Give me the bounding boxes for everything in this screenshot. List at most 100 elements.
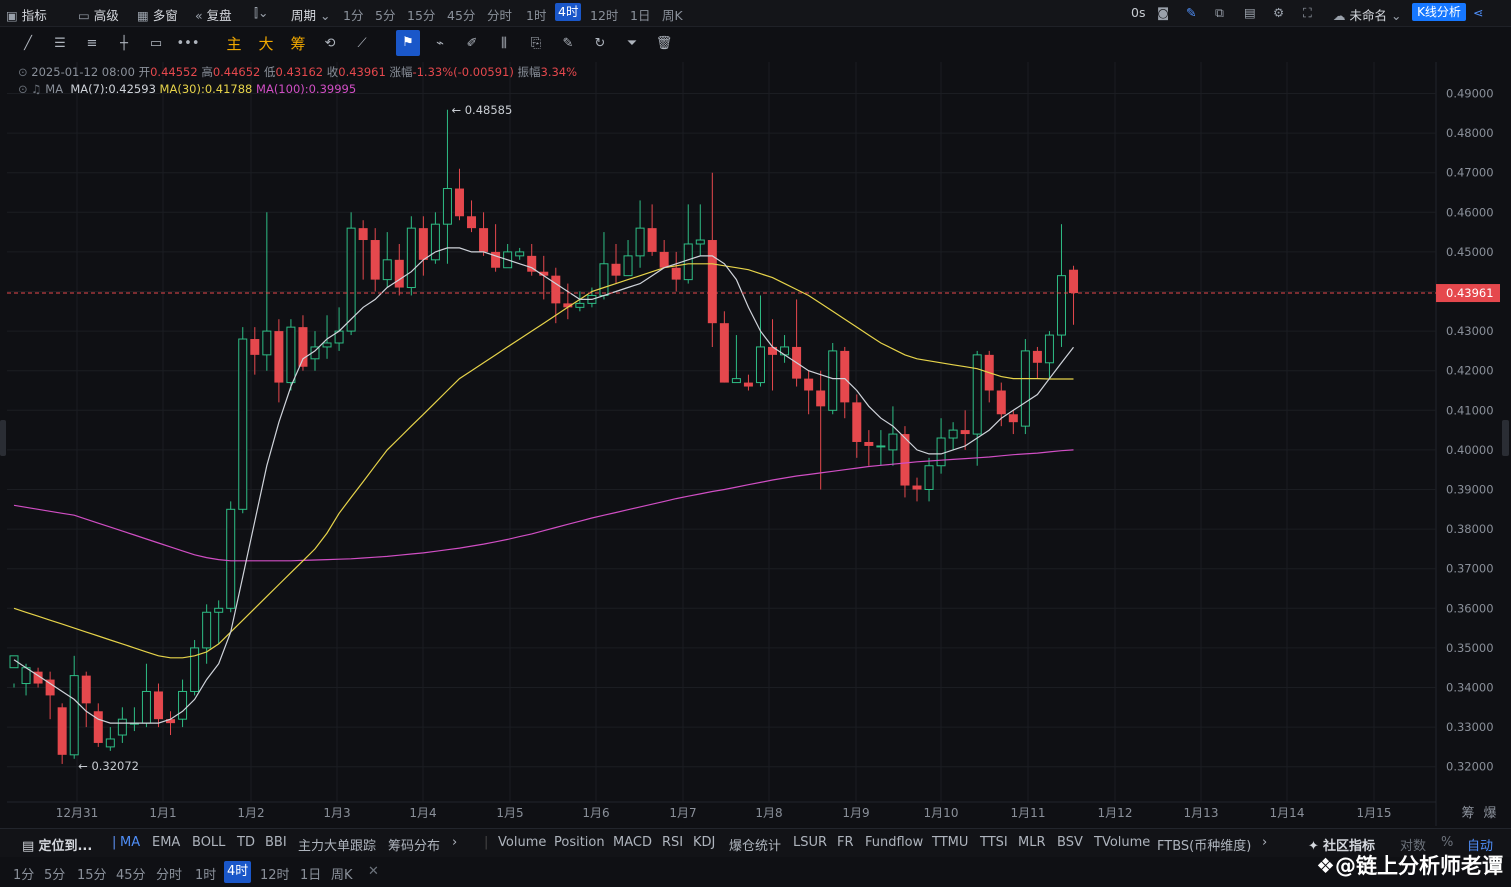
bottom-timeframe-1d[interactable]: 1日 bbox=[300, 868, 322, 883]
locate-button[interactable]: ▤ 定位到... bbox=[22, 839, 93, 854]
multi-window-button[interactable]: ▦ 多窗 bbox=[137, 5, 178, 24]
template-icon[interactable]: ▤ bbox=[1244, 5, 1256, 20]
indicator-main-force[interactable]: 主力大单跟踪 bbox=[298, 839, 377, 854]
chevron-right-icon[interactable]: › bbox=[452, 835, 458, 850]
indicator-ttmu[interactable]: TTMU bbox=[932, 835, 969, 850]
refresh-icon[interactable]: ↻ bbox=[594, 36, 606, 51]
chart-type-button[interactable]: ⫿⌄ bbox=[254, 5, 268, 21]
log-scale-toggle[interactable]: 对数 bbox=[1400, 839, 1427, 854]
bottom-timeframe-1m[interactable]: 1分 bbox=[13, 868, 35, 883]
chip-tool[interactable]: 筹 bbox=[290, 35, 306, 53]
bottom-timeframe-45m[interactable]: 45分 bbox=[116, 868, 146, 883]
kline-analysis-button[interactable]: K线分析 bbox=[1412, 3, 1466, 21]
popout-icon[interactable]: ⧉ bbox=[1215, 5, 1224, 20]
indicator-ma[interactable]: MA bbox=[120, 835, 141, 850]
candle-body-down bbox=[33, 671, 43, 684]
indicator-chip[interactable]: 筹码分布 bbox=[388, 839, 441, 854]
measure-icon[interactable]: ⟋ bbox=[357, 36, 367, 51]
timeframe-5m[interactable]: 5分 bbox=[375, 8, 396, 23]
gear-icon[interactable]: ⚙ bbox=[1273, 5, 1285, 20]
note-icon[interactable]: ✎ bbox=[562, 36, 574, 51]
chevron-right-icon[interactable]: › bbox=[1262, 835, 1268, 850]
community-indicators-button[interactable]: ✦ 社区指标 bbox=[1308, 839, 1376, 854]
close-icon[interactable]: ✕ bbox=[368, 864, 379, 879]
settings-icon[interactable]: | bbox=[112, 835, 117, 850]
indicator-fundflow[interactable]: Fundflow bbox=[865, 835, 924, 850]
bookmark-icon[interactable]: ⚑ bbox=[396, 30, 420, 56]
candle-body-down bbox=[1008, 414, 1018, 423]
horizontal-line-icon[interactable]: ┼ bbox=[120, 36, 128, 51]
candles-icon[interactable]: ⫼ bbox=[501, 36, 507, 51]
layout-name-button[interactable]: ☁ 未命名 ⌄ bbox=[1333, 5, 1401, 24]
close-label: 收 bbox=[326, 65, 339, 79]
parallel-lines-icon[interactable]: ☰ bbox=[54, 36, 66, 51]
indicator-rsi[interactable]: RSI bbox=[662, 835, 684, 850]
candle-body-down bbox=[864, 441, 874, 446]
puzzle-icon: ✦ bbox=[1308, 839, 1319, 854]
indicator-fr[interactable]: FR bbox=[837, 835, 854, 850]
indicator-ttsi[interactable]: TTSI bbox=[980, 835, 1008, 850]
indicator-kdj[interactable]: KDJ bbox=[693, 835, 716, 850]
trendline-icon[interactable]: ╱ bbox=[24, 36, 32, 51]
main-force-tool[interactable]: 主 bbox=[226, 35, 242, 53]
grid bbox=[7, 62, 1437, 826]
timeframe-4h[interactable]: 4时 bbox=[555, 3, 582, 21]
rectangle-icon[interactable]: ▭ bbox=[149, 36, 163, 51]
bell-icon[interactable]: ♫ bbox=[31, 82, 42, 96]
right-drag-handle bbox=[1502, 420, 1509, 456]
candle-body-down bbox=[298, 327, 308, 367]
timeframe-1m[interactable]: 1分 bbox=[343, 8, 364, 23]
magnet-icon[interactable]: ⟲ bbox=[324, 36, 336, 51]
replay-button[interactable]: « 复盘 bbox=[195, 5, 232, 24]
indicator-boll[interactable]: BOLL bbox=[192, 835, 226, 850]
period-button[interactable]: 周期 ⌄ bbox=[291, 5, 330, 24]
indicator-macd[interactable]: MACD bbox=[613, 835, 652, 850]
more-tools-icon[interactable]: ••• bbox=[176, 36, 200, 51]
visibility-icon[interactable]: ⊙ bbox=[18, 82, 28, 96]
timeframe-week[interactable]: 周K bbox=[662, 8, 683, 23]
brush-icon[interactable]: ✐ bbox=[466, 36, 478, 51]
candle-body-up bbox=[190, 647, 200, 692]
settings-icon[interactable]: ⊙ bbox=[18, 65, 28, 79]
timeframe-45m[interactable]: 45分 bbox=[447, 8, 476, 23]
indicator-bsv[interactable]: BSV bbox=[1057, 835, 1083, 850]
trash-icon[interactable]: 🗑 bbox=[655, 36, 673, 51]
channel-icon[interactable]: ≡ bbox=[86, 36, 98, 51]
bottom-timeframe-timeshare[interactable]: 分时 bbox=[156, 868, 183, 883]
indicator-lsur[interactable]: LSUR bbox=[793, 835, 828, 850]
auto-scale-toggle[interactable]: 自动 bbox=[1467, 839, 1494, 854]
fullscreen-icon[interactable]: ⛶ bbox=[1303, 5, 1312, 20]
pencil-icon[interactable]: ✎ bbox=[1186, 5, 1197, 20]
bottom-timeframe-week[interactable]: 周K bbox=[331, 868, 353, 883]
ma-lines bbox=[13, 247, 1074, 724]
filter-icon[interactable]: ⏷ bbox=[626, 36, 638, 51]
indicator-ema[interactable]: EMA bbox=[152, 835, 181, 850]
timeframe-1d[interactable]: 1日 bbox=[630, 8, 651, 23]
bottom-timeframe-15m[interactable]: 15分 bbox=[77, 868, 107, 883]
indicator-bbi[interactable]: BBI bbox=[265, 835, 287, 850]
advanced-button[interactable]: ▭ 高级 bbox=[78, 5, 119, 24]
indicator-position[interactable]: Position bbox=[554, 835, 605, 850]
indicator-liquidation[interactable]: 爆仓统计 bbox=[729, 839, 782, 854]
camera-icon[interactable]: ◙ bbox=[1157, 5, 1170, 20]
bottom-timeframe-4h[interactable]: 4时 bbox=[224, 861, 252, 883]
clipboard-icon[interactable]: ⎘ bbox=[530, 36, 542, 51]
timeframe-15m[interactable]: 15分 bbox=[407, 8, 436, 23]
indicator-td[interactable]: TD bbox=[237, 835, 255, 850]
bottom-timeframe-1h[interactable]: 1时 bbox=[195, 868, 217, 883]
timeframe-12h[interactable]: 12时 bbox=[590, 8, 619, 23]
share-icon[interactable]: ⋖ bbox=[1473, 5, 1484, 20]
indicators-button[interactable]: ▣ 指标 bbox=[6, 5, 47, 24]
timeframe-1h[interactable]: 1时 bbox=[526, 8, 547, 23]
percent-scale-toggle[interactable]: % bbox=[1441, 835, 1454, 850]
indicator-ftbs[interactable]: FTBS(币种维度) bbox=[1157, 839, 1252, 854]
indicator-tvolume[interactable]: TVolume bbox=[1094, 835, 1151, 850]
timeframe-timeshare[interactable]: 分时 bbox=[487, 8, 513, 23]
bottom-timeframe-5m[interactable]: 5分 bbox=[44, 868, 66, 883]
bottom-timeframe-12h[interactable]: 12时 bbox=[260, 868, 290, 883]
ruler-icon[interactable]: ⌁ bbox=[436, 36, 444, 51]
indicator-mlr[interactable]: MLR bbox=[1018, 835, 1046, 850]
big-order-tool[interactable]: 大 bbox=[258, 35, 274, 53]
indicator-volume[interactable]: Volume bbox=[498, 835, 547, 850]
